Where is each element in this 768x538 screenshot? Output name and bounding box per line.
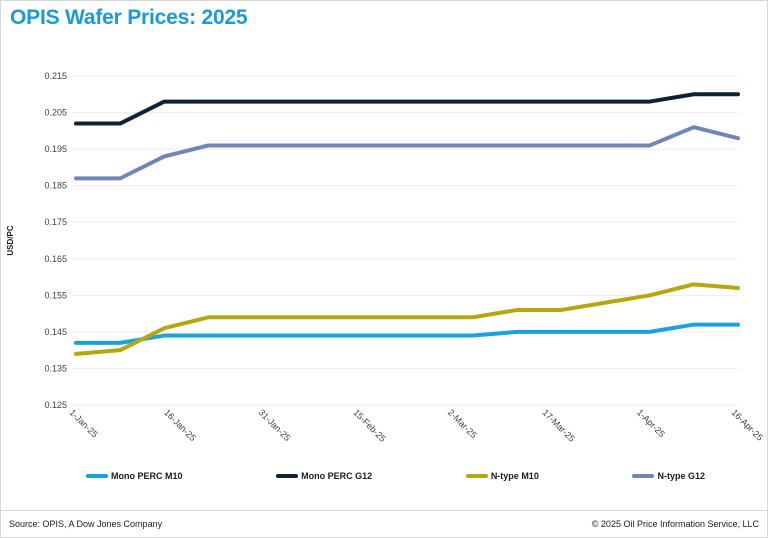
chart-legend: Mono PERC M10 Mono PERC G12 N-type M10 N… (86, 471, 705, 481)
y-tick-label: 0.175 (44, 217, 67, 227)
y-axis-title: USD/PC (6, 225, 15, 255)
legend-item-mono-perc-g12: Mono PERC G12 (276, 471, 372, 481)
y-tick-label: 0.155 (44, 290, 67, 300)
series-line-mono-perc-m10 (74, 322, 740, 345)
series-line-n-type-g12 (74, 125, 740, 181)
y-tick-label: 0.195 (44, 144, 67, 154)
legend-item-mono-perc-m10: Mono PERC M10 (86, 471, 183, 481)
y-tick-label: 0.165 (44, 254, 67, 264)
x-tick-label: 2-Mar-25 (446, 407, 479, 440)
series-line-n-type-m10 (74, 282, 740, 356)
x-tick-label: 16-Apr-25 (730, 407, 765, 442)
source-note: Source: OPIS, A Dow Jones Company (9, 519, 163, 529)
legend-swatch-ntype-g12 (632, 474, 655, 478)
legend-item-ntype-m10: N-type M10 (465, 471, 539, 481)
legend-item-ntype-g12: N-type G12 (632, 471, 705, 481)
x-tick-label: 16-Jan-25 (162, 407, 198, 443)
legend-swatch-ntype-m10 (465, 474, 488, 478)
y-tick-label: 0.145 (44, 327, 67, 337)
x-tick-label: 1-Apr-25 (635, 407, 667, 439)
x-tick-label: 15-Feb-25 (351, 407, 387, 443)
wafer-price-chart: 0.215 0.205 0.195 0.185 0.175 0.165 0.155 0.145… (6, 71, 765, 444)
y-tick-label: 0.205 (44, 108, 67, 118)
y-tick-label: 0.215 (44, 71, 67, 81)
y-tick-label: 0.125 (44, 400, 67, 410)
copyright-note: © 2025 Oil Price Information Service, LL… (591, 519, 759, 529)
legend-label: Mono PERC M10 (111, 471, 183, 481)
x-tick-label: 17-Mar-25 (540, 407, 576, 443)
x-tick-label: 1-Jan-25 (68, 407, 100, 439)
legend-swatch-mono-perc-m10 (86, 474, 108, 478)
legend-label: Mono PERC G12 (301, 471, 373, 481)
legend-label: N-type G12 (657, 471, 705, 481)
x-tick-label: 31-Jan-25 (257, 407, 293, 443)
y-tick-label: 0.185 (44, 181, 67, 191)
chart-footer: Source: OPIS, A Dow Jones Company © 2025… (1, 510, 767, 537)
legend-swatch-mono-perc-g12 (276, 474, 299, 478)
y-tick-label: 0.135 (44, 363, 67, 373)
series-line-mono-perc-g12 (74, 92, 740, 126)
page-title: OPIS Wafer Prices: 2025 (10, 6, 248, 29)
legend-label: N-type M10 (490, 471, 539, 481)
